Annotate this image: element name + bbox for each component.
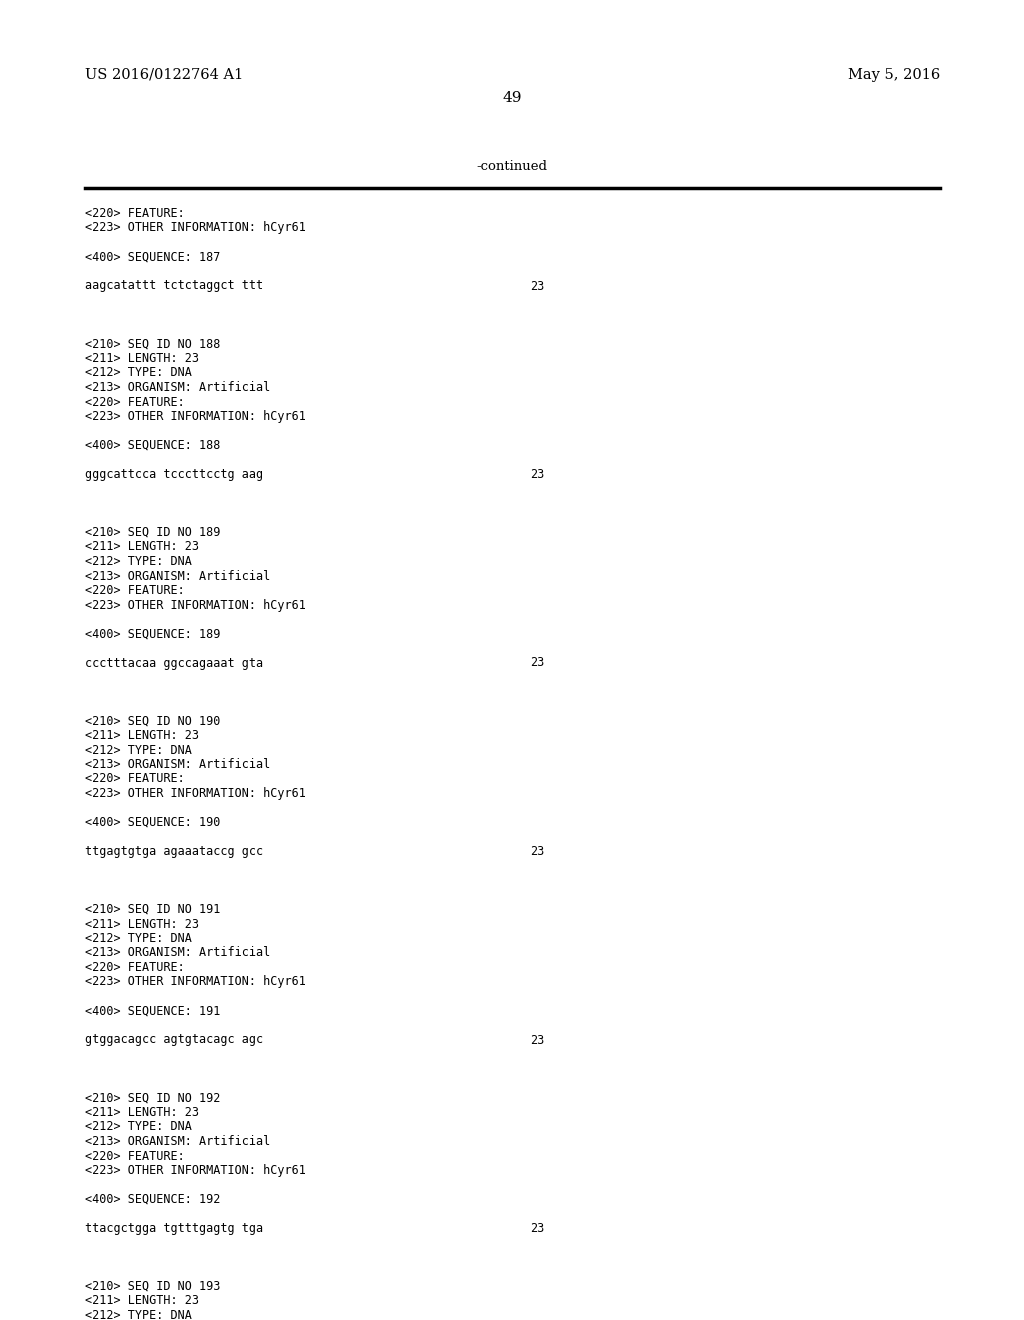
Text: <211> LENGTH: 23: <211> LENGTH: 23 — [85, 917, 199, 931]
Text: US 2016/0122764 A1: US 2016/0122764 A1 — [85, 69, 244, 82]
Text: gtggacagcc agtgtacagc agc: gtggacagcc agtgtacagc agc — [85, 1034, 263, 1047]
Text: <400> SEQUENCE: 188: <400> SEQUENCE: 188 — [85, 440, 220, 451]
Text: 49: 49 — [502, 91, 522, 106]
Text: <213> ORGANISM: Artificial: <213> ORGANISM: Artificial — [85, 381, 270, 393]
Text: <220> FEATURE:: <220> FEATURE: — [85, 583, 184, 597]
Text: <220> FEATURE:: <220> FEATURE: — [85, 961, 184, 974]
Text: <212> TYPE: DNA: <212> TYPE: DNA — [85, 367, 191, 380]
Text: <213> ORGANISM: Artificial: <213> ORGANISM: Artificial — [85, 946, 270, 960]
Text: <223> OTHER INFORMATION: hCyr61: <223> OTHER INFORMATION: hCyr61 — [85, 975, 306, 989]
Text: 23: 23 — [530, 845, 544, 858]
Text: <223> OTHER INFORMATION: hCyr61: <223> OTHER INFORMATION: hCyr61 — [85, 787, 306, 800]
Text: ccctttacaa ggccagaaat gta: ccctttacaa ggccagaaat gta — [85, 656, 263, 669]
Text: <210> SEQ ID NO 192: <210> SEQ ID NO 192 — [85, 1092, 220, 1105]
Text: <400> SEQUENCE: 187: <400> SEQUENCE: 187 — [85, 251, 220, 264]
Text: <223> OTHER INFORMATION: hCyr61: <223> OTHER INFORMATION: hCyr61 — [85, 598, 306, 611]
Text: 23: 23 — [530, 1222, 544, 1236]
Text: May 5, 2016: May 5, 2016 — [848, 69, 940, 82]
Text: <210> SEQ ID NO 188: <210> SEQ ID NO 188 — [85, 338, 220, 351]
Text: ttgagtgtga agaaataccg gcc: ttgagtgtga agaaataccg gcc — [85, 845, 263, 858]
Text: 23: 23 — [530, 656, 544, 669]
Text: <213> ORGANISM: Artificial: <213> ORGANISM: Artificial — [85, 569, 270, 582]
Text: <400> SEQUENCE: 192: <400> SEQUENCE: 192 — [85, 1193, 220, 1206]
Text: <400> SEQUENCE: 191: <400> SEQUENCE: 191 — [85, 1005, 220, 1018]
Text: <211> LENGTH: 23: <211> LENGTH: 23 — [85, 540, 199, 553]
Text: <223> OTHER INFORMATION: hCyr61: <223> OTHER INFORMATION: hCyr61 — [85, 222, 306, 235]
Text: <213> ORGANISM: Artificial: <213> ORGANISM: Artificial — [85, 758, 270, 771]
Text: <211> LENGTH: 23: <211> LENGTH: 23 — [85, 1295, 199, 1308]
Text: <212> TYPE: DNA: <212> TYPE: DNA — [85, 1121, 191, 1134]
Text: <210> SEQ ID NO 189: <210> SEQ ID NO 189 — [85, 525, 220, 539]
Text: -continued: -continued — [476, 161, 548, 173]
Text: <210> SEQ ID NO 193: <210> SEQ ID NO 193 — [85, 1280, 220, 1294]
Text: gggcattcca tcccttcctg aag: gggcattcca tcccttcctg aag — [85, 469, 263, 480]
Text: <400> SEQUENCE: 189: <400> SEQUENCE: 189 — [85, 627, 220, 640]
Text: <212> TYPE: DNA: <212> TYPE: DNA — [85, 743, 191, 756]
Text: <210> SEQ ID NO 190: <210> SEQ ID NO 190 — [85, 714, 220, 727]
Text: 23: 23 — [530, 469, 544, 480]
Text: aagcatattt tctctaggct ttt: aagcatattt tctctaggct ttt — [85, 280, 263, 293]
Text: <220> FEATURE:: <220> FEATURE: — [85, 396, 184, 408]
Text: <211> LENGTH: 23: <211> LENGTH: 23 — [85, 729, 199, 742]
Text: <212> TYPE: DNA: <212> TYPE: DNA — [85, 932, 191, 945]
Text: <212> TYPE: DNA: <212> TYPE: DNA — [85, 554, 191, 568]
Text: <212> TYPE: DNA: <212> TYPE: DNA — [85, 1309, 191, 1320]
Text: ttacgctgga tgtttgagtg tga: ttacgctgga tgtttgagtg tga — [85, 1222, 263, 1236]
Text: <211> LENGTH: 23: <211> LENGTH: 23 — [85, 1106, 199, 1119]
Text: <220> FEATURE:: <220> FEATURE: — [85, 207, 184, 220]
Text: 23: 23 — [530, 1034, 544, 1047]
Text: <213> ORGANISM: Artificial: <213> ORGANISM: Artificial — [85, 1135, 270, 1148]
Text: <210> SEQ ID NO 191: <210> SEQ ID NO 191 — [85, 903, 220, 916]
Text: <223> OTHER INFORMATION: hCyr61: <223> OTHER INFORMATION: hCyr61 — [85, 1164, 306, 1177]
Text: <220> FEATURE:: <220> FEATURE: — [85, 772, 184, 785]
Text: 23: 23 — [530, 280, 544, 293]
Text: <211> LENGTH: 23: <211> LENGTH: 23 — [85, 352, 199, 366]
Text: <400> SEQUENCE: 190: <400> SEQUENCE: 190 — [85, 816, 220, 829]
Text: <223> OTHER INFORMATION: hCyr61: <223> OTHER INFORMATION: hCyr61 — [85, 411, 306, 422]
Text: <220> FEATURE:: <220> FEATURE: — [85, 1150, 184, 1163]
